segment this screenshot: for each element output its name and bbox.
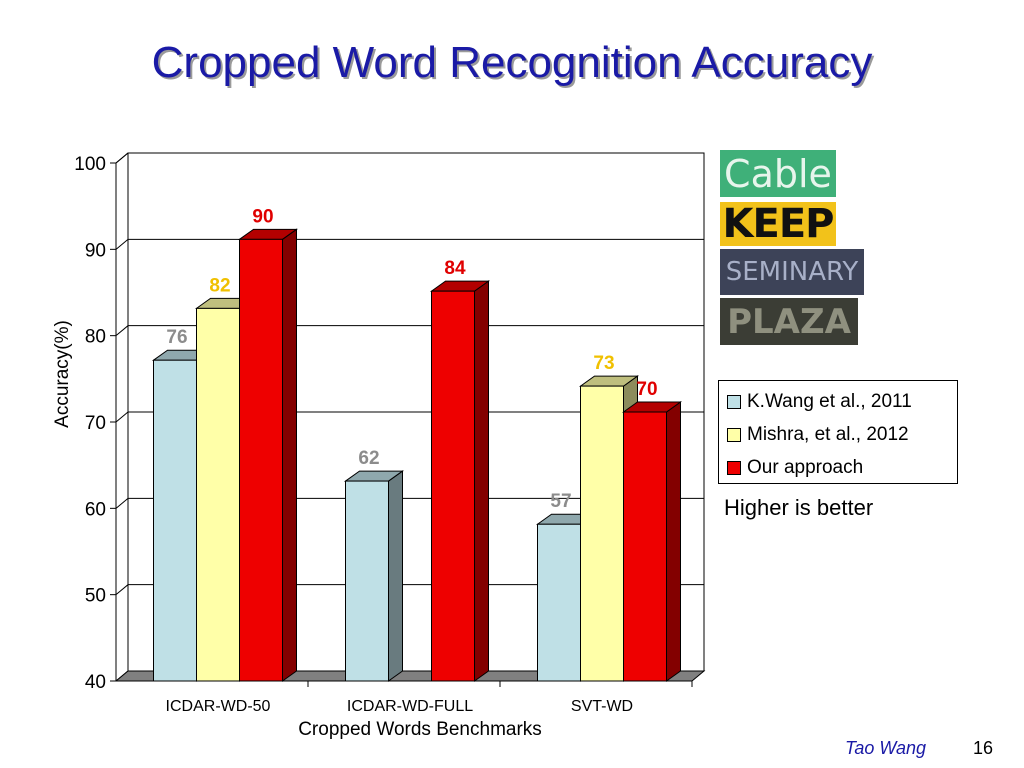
legend-swatch-our-approach [727, 460, 741, 475]
data-label: 73 [593, 353, 614, 374]
y-tick-label: 80 [85, 327, 106, 348]
data-label: 76 [166, 327, 187, 348]
legend-item-kwang: K.Wang et al., 2011 [727, 385, 957, 418]
bar-side [282, 228, 297, 682]
word-image-plaza-text: PLAZA [727, 301, 851, 342]
bar [623, 411, 667, 682]
legend-item-mishra: Mishra, et al., 2012 [727, 418, 957, 451]
word-image-keep: KEEP [720, 202, 836, 246]
word-image-cable-text: Cable [724, 151, 832, 196]
x-tick-label: SVT-WD [571, 698, 633, 715]
footer-author: Tao Wang [845, 738, 927, 758]
higher-is-better-note: Higher is better [724, 495, 874, 520]
gridline-side [115, 238, 129, 250]
y-tick-label: 100 [74, 154, 106, 175]
bar [153, 359, 197, 682]
data-label: 62 [358, 448, 379, 469]
page-number: 16 [973, 738, 994, 758]
legend-label-kwang: K.Wang et al., 2011 [747, 390, 912, 412]
bar [239, 238, 283, 682]
x-axis-title: Cropped Words Benchmarks [298, 719, 542, 740]
legend-swatch-kwang [727, 394, 741, 409]
legend-label-our-approach: Our approach [747, 456, 864, 478]
gridline-side [115, 411, 129, 423]
legend-swatch-mishra [727, 427, 741, 442]
bar [537, 523, 581, 682]
legend-item-our-approach: Our approach [727, 451, 957, 484]
word-image-cable: Cable [720, 150, 836, 197]
legend-label-mishra: Mishra, et al., 2012 [747, 423, 909, 445]
word-image-plaza: PLAZA [720, 298, 858, 345]
bar-side [666, 401, 681, 682]
bar-side [474, 280, 489, 682]
bar-side [388, 470, 403, 682]
data-label: 90 [252, 206, 273, 227]
y-tick-label: 70 [85, 413, 106, 434]
gridline-side [115, 152, 129, 164]
data-label: 82 [209, 275, 230, 296]
y-tick-label: 90 [85, 240, 106, 261]
bar [345, 480, 389, 682]
chart-legend: K.Wang et al., 2011 Mishra, et al., 2012… [718, 380, 958, 484]
y-tick-label: 40 [85, 672, 106, 693]
bar [580, 385, 624, 682]
x-tick-label: ICDAR-WD-FULL [347, 698, 473, 715]
bar [196, 307, 240, 682]
y-tick-label: 50 [85, 586, 106, 607]
slide-title: Cropped Word Recognition Accuracy [151, 38, 873, 87]
word-image-seminary-text: SEMINARY [725, 257, 859, 287]
x-tick-label: ICDAR-WD-50 [166, 698, 271, 715]
word-image-keep-text: KEEP [722, 202, 835, 246]
y-tick-label: 60 [85, 499, 106, 520]
y-axis-title: Accuracy(%) [52, 320, 73, 428]
data-label: 70 [636, 379, 657, 400]
gridline-side [115, 325, 129, 337]
gridline-side [115, 497, 129, 509]
data-label: 84 [444, 258, 466, 279]
word-image-seminary: SEMINARY [720, 249, 864, 295]
gridline-side [115, 584, 129, 596]
data-label: 57 [550, 491, 571, 512]
bar [431, 290, 475, 682]
